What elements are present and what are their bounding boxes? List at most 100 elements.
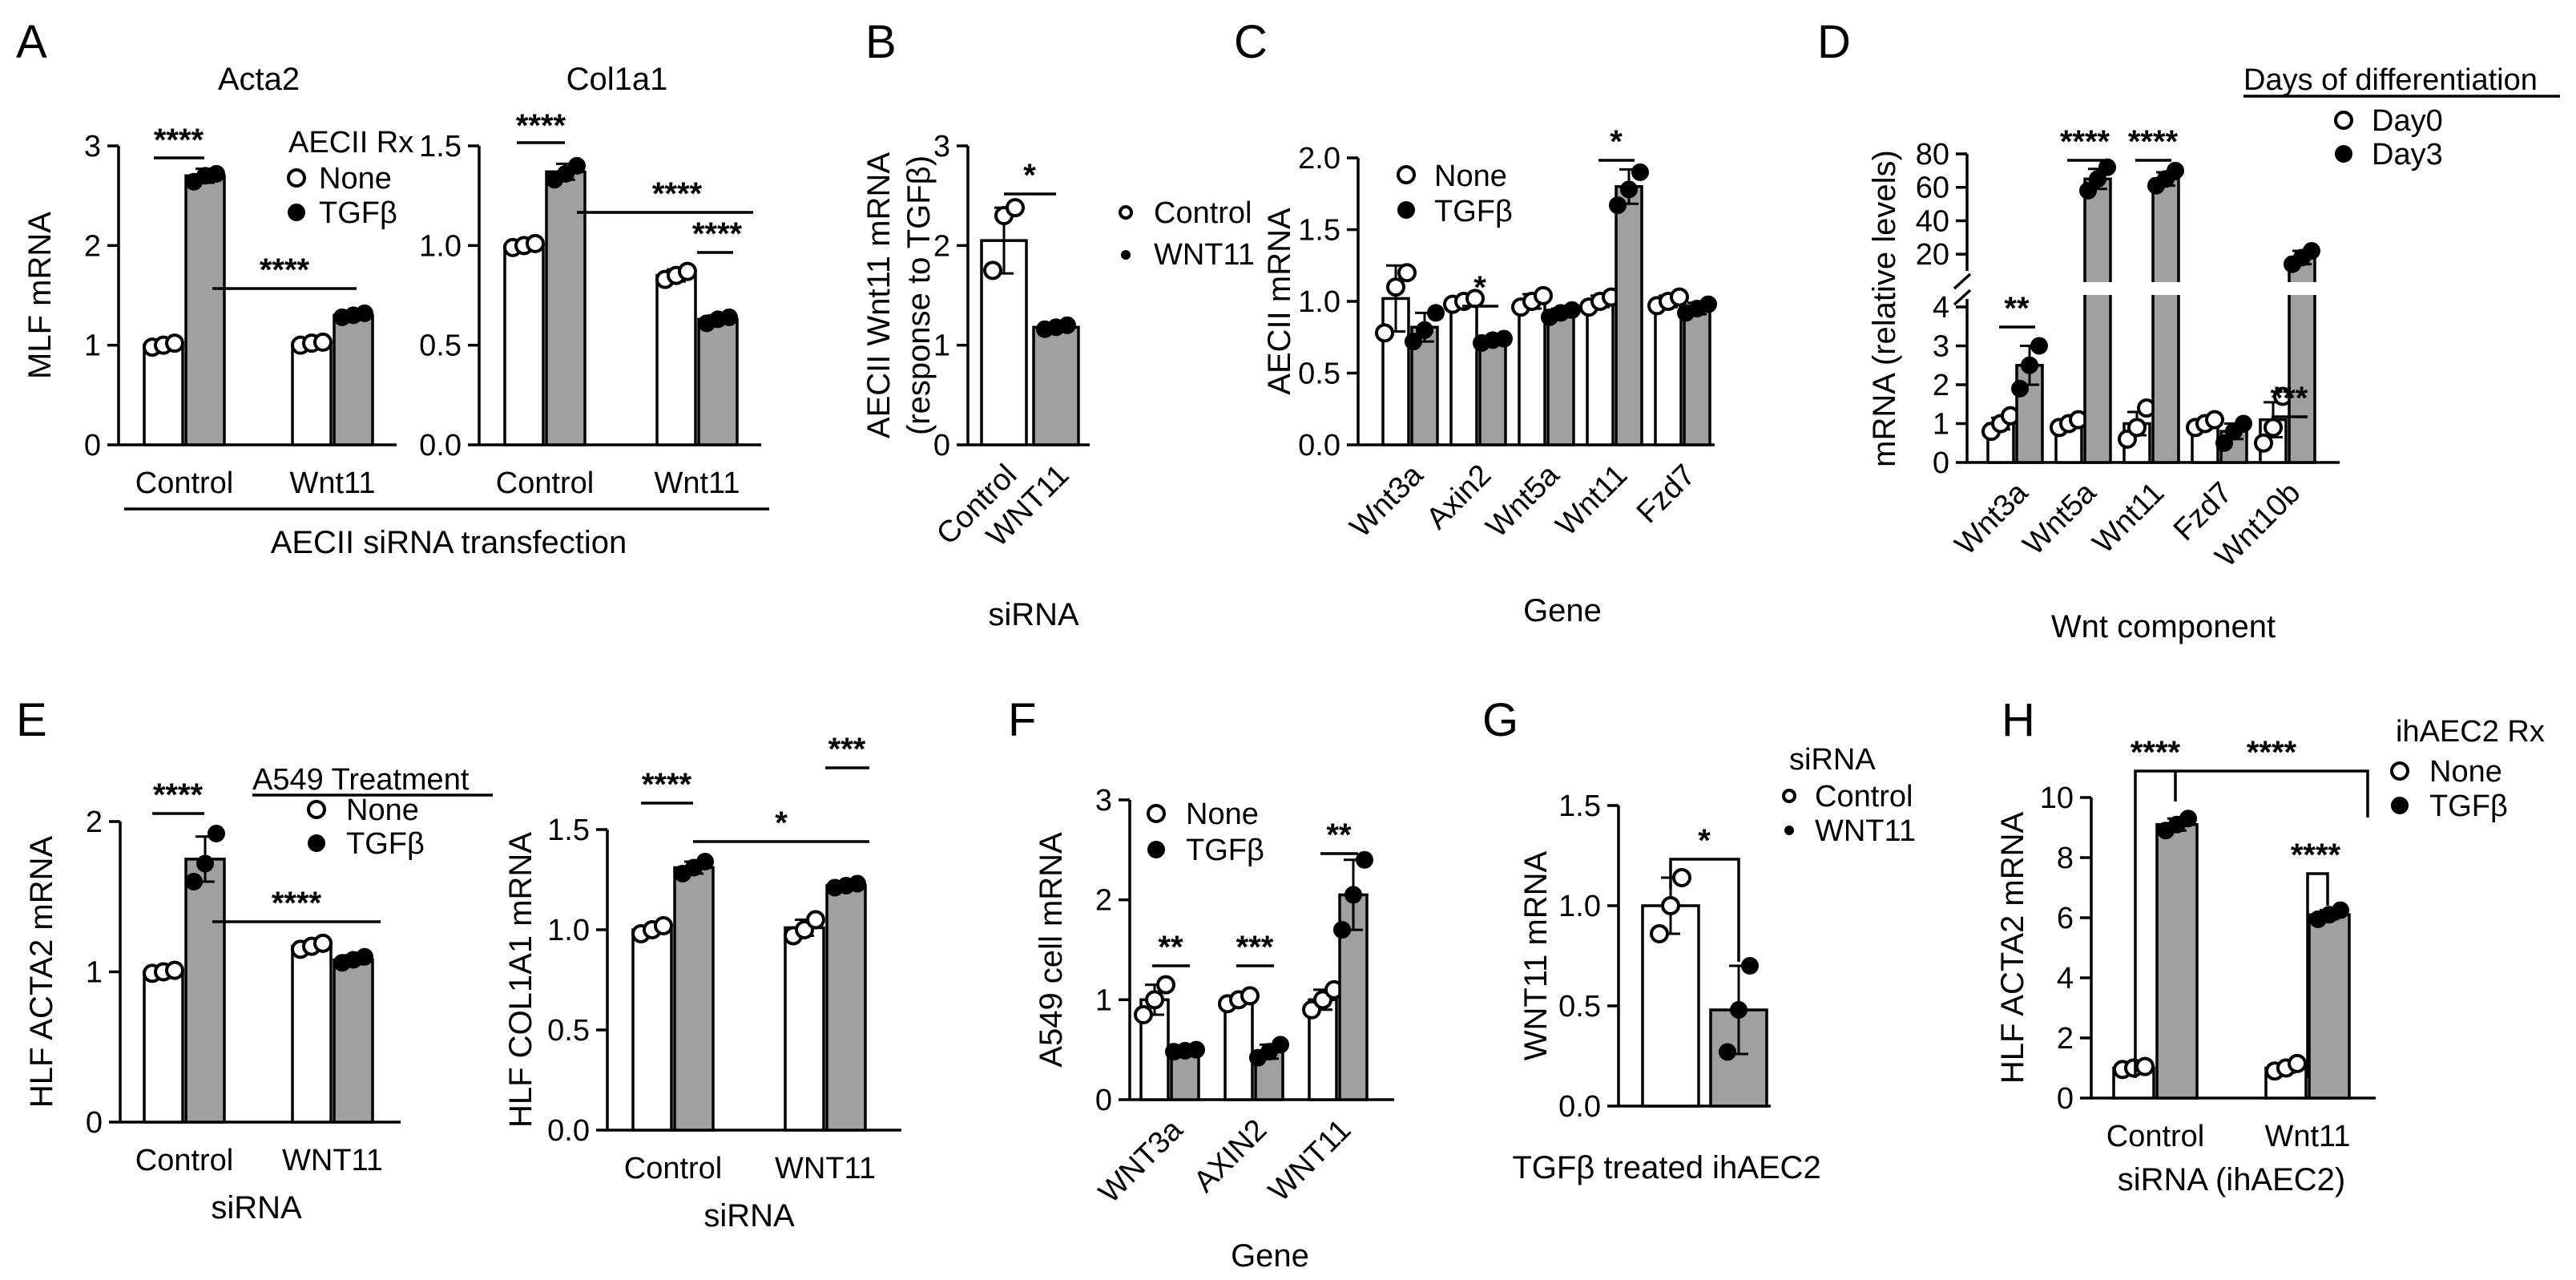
bar	[655, 273, 697, 446]
bar	[1654, 300, 1683, 446]
bar	[784, 926, 825, 1132]
legend-marker-filled	[1121, 250, 1131, 260]
legend-marker-filled	[308, 834, 325, 852]
data-point	[196, 854, 214, 873]
bar	[673, 866, 715, 1132]
bar	[2083, 177, 2112, 464]
panel-letter-g: G	[1482, 694, 1518, 746]
y-tick-label: 1.0	[419, 229, 462, 263]
y-tick-label: 0.5	[547, 1014, 590, 1048]
legend-marker-filled	[1784, 826, 1794, 835]
y-tick-label: 60	[1916, 172, 1949, 205]
x-tick-label: Control	[624, 1152, 723, 1185]
data-point	[806, 910, 825, 930]
legend-title: Days of differentiation	[2243, 63, 2538, 97]
data-point	[2098, 158, 2116, 176]
data-point	[1356, 850, 1373, 869]
y-tick-label: 1	[1933, 408, 1949, 442]
legend-title: AECII Rx	[288, 126, 413, 159]
legend-marker-filled	[288, 204, 305, 221]
data-point	[2089, 170, 2106, 188]
y-tick-label: 2	[1095, 884, 1112, 918]
y-axis-label: HLF COL1A1 mRNA	[503, 832, 538, 1128]
legend-label: TGFβ	[319, 196, 397, 230]
data-point	[1272, 1036, 1289, 1054]
y-axis-label: MLF mRNA	[22, 212, 58, 379]
x-tick-label: WNT11	[775, 1152, 876, 1185]
y-tick-label: 0	[1933, 446, 1949, 480]
bar	[333, 313, 374, 446]
sig-label: ****	[154, 123, 204, 158]
legend-marker-open	[287, 168, 306, 188]
y-tick-label: 10	[2040, 781, 2074, 815]
data-point	[165, 333, 184, 353]
data-point	[2030, 337, 2048, 355]
data-point	[1240, 986, 1260, 1006]
panel-letter-f: F	[1008, 694, 1036, 746]
legend-label: None	[346, 793, 419, 827]
legend-label: WNT11	[1815, 814, 1916, 848]
sig-label: ****	[2060, 124, 2110, 159]
x-tick-label: Control	[135, 466, 234, 500]
legend-label: TGFβ	[2429, 789, 2508, 823]
data-point	[185, 873, 203, 890]
chart-title: Acta2	[218, 62, 300, 97]
x-tick-label: Wnt11	[289, 466, 375, 500]
x-tick-label: Wnt11	[654, 466, 740, 500]
legend-marker-open	[1782, 789, 1796, 803]
y-tick-label: 1	[84, 329, 101, 363]
data-point	[1672, 868, 1691, 887]
data-point	[313, 933, 333, 953]
x-tick-label: WNT3a	[1093, 1112, 1190, 1209]
data-point	[696, 853, 714, 870]
y-tick-label: 0.5	[1298, 357, 1340, 391]
x-tick-label: AXIN2	[1187, 1113, 1273, 1199]
bar	[291, 341, 333, 446]
y-tick-label: 8	[2057, 842, 2074, 875]
y-axis-label: (response to TGFβ)	[901, 155, 937, 435]
legend-marker-filled	[1397, 201, 1415, 219]
x-axis-label: Gene	[1231, 1238, 1309, 1274]
legend-marker-filled	[1147, 841, 1165, 858]
data-point	[1609, 196, 1627, 215]
legend-label: Control	[1815, 780, 1913, 814]
y-tick-label: 2	[86, 806, 103, 839]
data-point	[2179, 810, 2197, 828]
chart-title: Col1a1	[566, 62, 668, 97]
y-tick-label: 2.0	[1298, 142, 1340, 176]
legend-marker-open	[307, 800, 326, 819]
bar	[2308, 913, 2351, 1100]
panel-letter-h: H	[2002, 694, 2035, 746]
x-axis-label: siRNA (ihAEC2)	[2118, 1162, 2346, 1197]
y-tick-label: 1	[933, 329, 950, 363]
y-tick-label: 0.0	[1298, 429, 1340, 462]
y-tick-label: 0.0	[419, 429, 462, 462]
y-tick-label: 0	[1095, 1084, 1112, 1117]
data-point	[1006, 198, 1025, 218]
bar	[697, 317, 739, 446]
bar	[1546, 311, 1575, 446]
charts-layer: 0 1 2 3 Control Wnt11 MLF mRNA Acta2 AECII Rx Non…	[22, 62, 2560, 1274]
bar	[1381, 297, 1410, 446]
legend-title: siRNA	[1789, 743, 1876, 777]
y-tick-label: 3	[1095, 784, 1112, 818]
sig-label: *	[1023, 158, 1036, 193]
y-tick-label: 0	[2057, 1082, 2074, 1116]
sig-label: *	[775, 806, 788, 841]
bar	[1478, 338, 1507, 446]
y-tick-label: 6	[2057, 902, 2074, 935]
bar	[631, 928, 673, 1132]
y-tick-label: 0	[86, 1106, 103, 1140]
data-point	[2205, 410, 2224, 430]
legend-marker-open	[1397, 165, 1416, 184]
data-point	[313, 332, 333, 352]
bar	[143, 343, 184, 446]
y-axis-label: HLF ACTA2 mRNA	[1995, 812, 2030, 1084]
x-tick-label: Wnt11	[2264, 1120, 2350, 1153]
x-axis-label: TGFβ treated ihAEC2	[1512, 1150, 1820, 1185]
data-point	[208, 825, 225, 842]
bar	[184, 858, 226, 1124]
y-axis-label: AECII mRNA	[1262, 208, 1297, 395]
data-point	[1058, 316, 1076, 334]
y-tick-label: 0.0	[547, 1114, 590, 1148]
